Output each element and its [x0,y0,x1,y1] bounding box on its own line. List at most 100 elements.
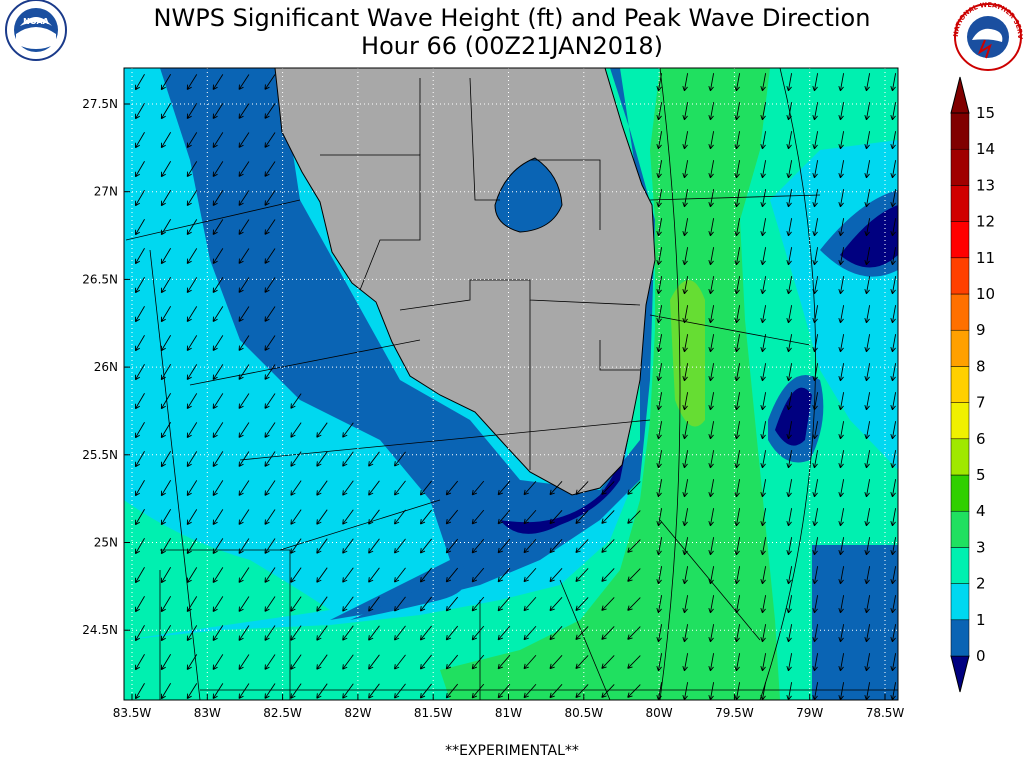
wave-arrow [864,421,871,440]
wave-arrow [394,538,406,554]
wave-arrow [656,421,663,440]
wave-arrow [708,537,715,556]
wave-arrow [264,306,276,322]
wave-arrow [368,625,380,641]
wave-arrow [656,653,663,672]
wave-arrow [682,421,689,440]
noaa-logo-text: NOAA [23,17,49,26]
wave-arrow [186,103,198,120]
wave-arrow [682,363,689,382]
wave-arrow [368,567,380,583]
wave-arrow [864,73,871,92]
wave-arrow [786,566,793,585]
wave-arrow [264,509,276,525]
wave-arrow [708,392,715,411]
wave-arrow [212,625,224,641]
wave-arrow [264,103,276,119]
wave-arrow [786,73,793,92]
wave-arrow [264,190,276,206]
wave-arrow [342,538,354,554]
wave-arrow [497,567,511,583]
wave-arrow [212,190,224,206]
wave-arrow [708,218,715,237]
lon-label: 82.5W [263,706,302,720]
colorbar-segment [950,619,970,657]
wave-arrow [864,305,871,324]
wave-arrow [890,276,897,295]
wave-arrow [497,596,511,612]
wave-arrow [760,479,767,498]
wave-arrow [445,509,459,525]
wave-arrow [575,481,589,496]
wave-arrow [160,393,172,410]
wave-arrow [708,508,715,527]
wave-arrow [264,683,276,699]
wave-arrow [549,539,563,554]
wave-arrow [786,537,793,556]
wave-arrow [264,451,276,467]
wave-arrow [682,653,689,672]
wave-arrow [160,248,172,265]
wave-arrow [135,422,145,439]
wave-arrow [212,538,224,554]
wave-arrow [760,189,767,208]
wave-arrow [682,595,689,614]
wave-arrow [890,682,897,700]
wave-arrow [682,334,689,353]
lat-label: 25.5N [82,448,118,462]
wave-arrow [212,654,224,670]
wave-arrow [238,538,250,554]
wave-arrow [342,567,354,583]
wave-arrow [212,161,224,177]
lon-label: 80.5W [565,706,604,720]
wave-arrow [838,682,845,700]
noaa-logo: NOAA [5,0,67,61]
wave-arrow [656,537,663,556]
wave-arrow [290,596,302,612]
wave-arrow [760,247,767,266]
wave-arrow [890,653,897,672]
lon-label: 82W [344,706,371,720]
wave-arrow [238,277,250,293]
wave-arrow [419,567,432,583]
wave-arrow [135,103,145,120]
wave-arrow [682,131,689,150]
wave-arrow [549,597,563,612]
wave-arrow [316,567,328,583]
wave-arrow [708,73,715,92]
wave-arrow [890,160,897,179]
wave-arrow [135,480,145,497]
wave-arrow [786,247,793,266]
wave-arrow [186,567,198,584]
wave-arrow [682,189,689,208]
wave-arrow [760,508,767,527]
wave-arrow [160,132,172,149]
wave-arrow [890,624,897,643]
wave-arrow [890,363,897,382]
wave-arrow [186,219,198,236]
wave-arrow [760,334,767,353]
map [124,68,898,700]
title: NWPS Significant Wave Height (ft) and Pe… [154,4,871,32]
colorbar-label: 14 [976,140,995,158]
wave-arrow [135,509,145,526]
wave-arrow [135,538,145,555]
wave-arrow [627,597,641,611]
wave-arrow [238,161,250,177]
wave-arrow [708,479,715,498]
wave-arrow [419,654,432,670]
wave-arrow [786,160,793,179]
wave-arrow [238,422,250,438]
wave-arrow [160,306,172,323]
wave-arrow [890,305,897,324]
wave-arrow [471,654,485,670]
wave-arrow [523,683,537,699]
wave-arrow [838,450,845,469]
colorbar-segment [950,148,970,186]
wave-arrow [786,392,793,411]
wave-arrow [186,683,198,700]
wave-arrow [316,538,328,554]
wave-arrow [812,160,819,179]
wave-arrow [549,568,563,583]
wave-arrow [734,131,741,150]
